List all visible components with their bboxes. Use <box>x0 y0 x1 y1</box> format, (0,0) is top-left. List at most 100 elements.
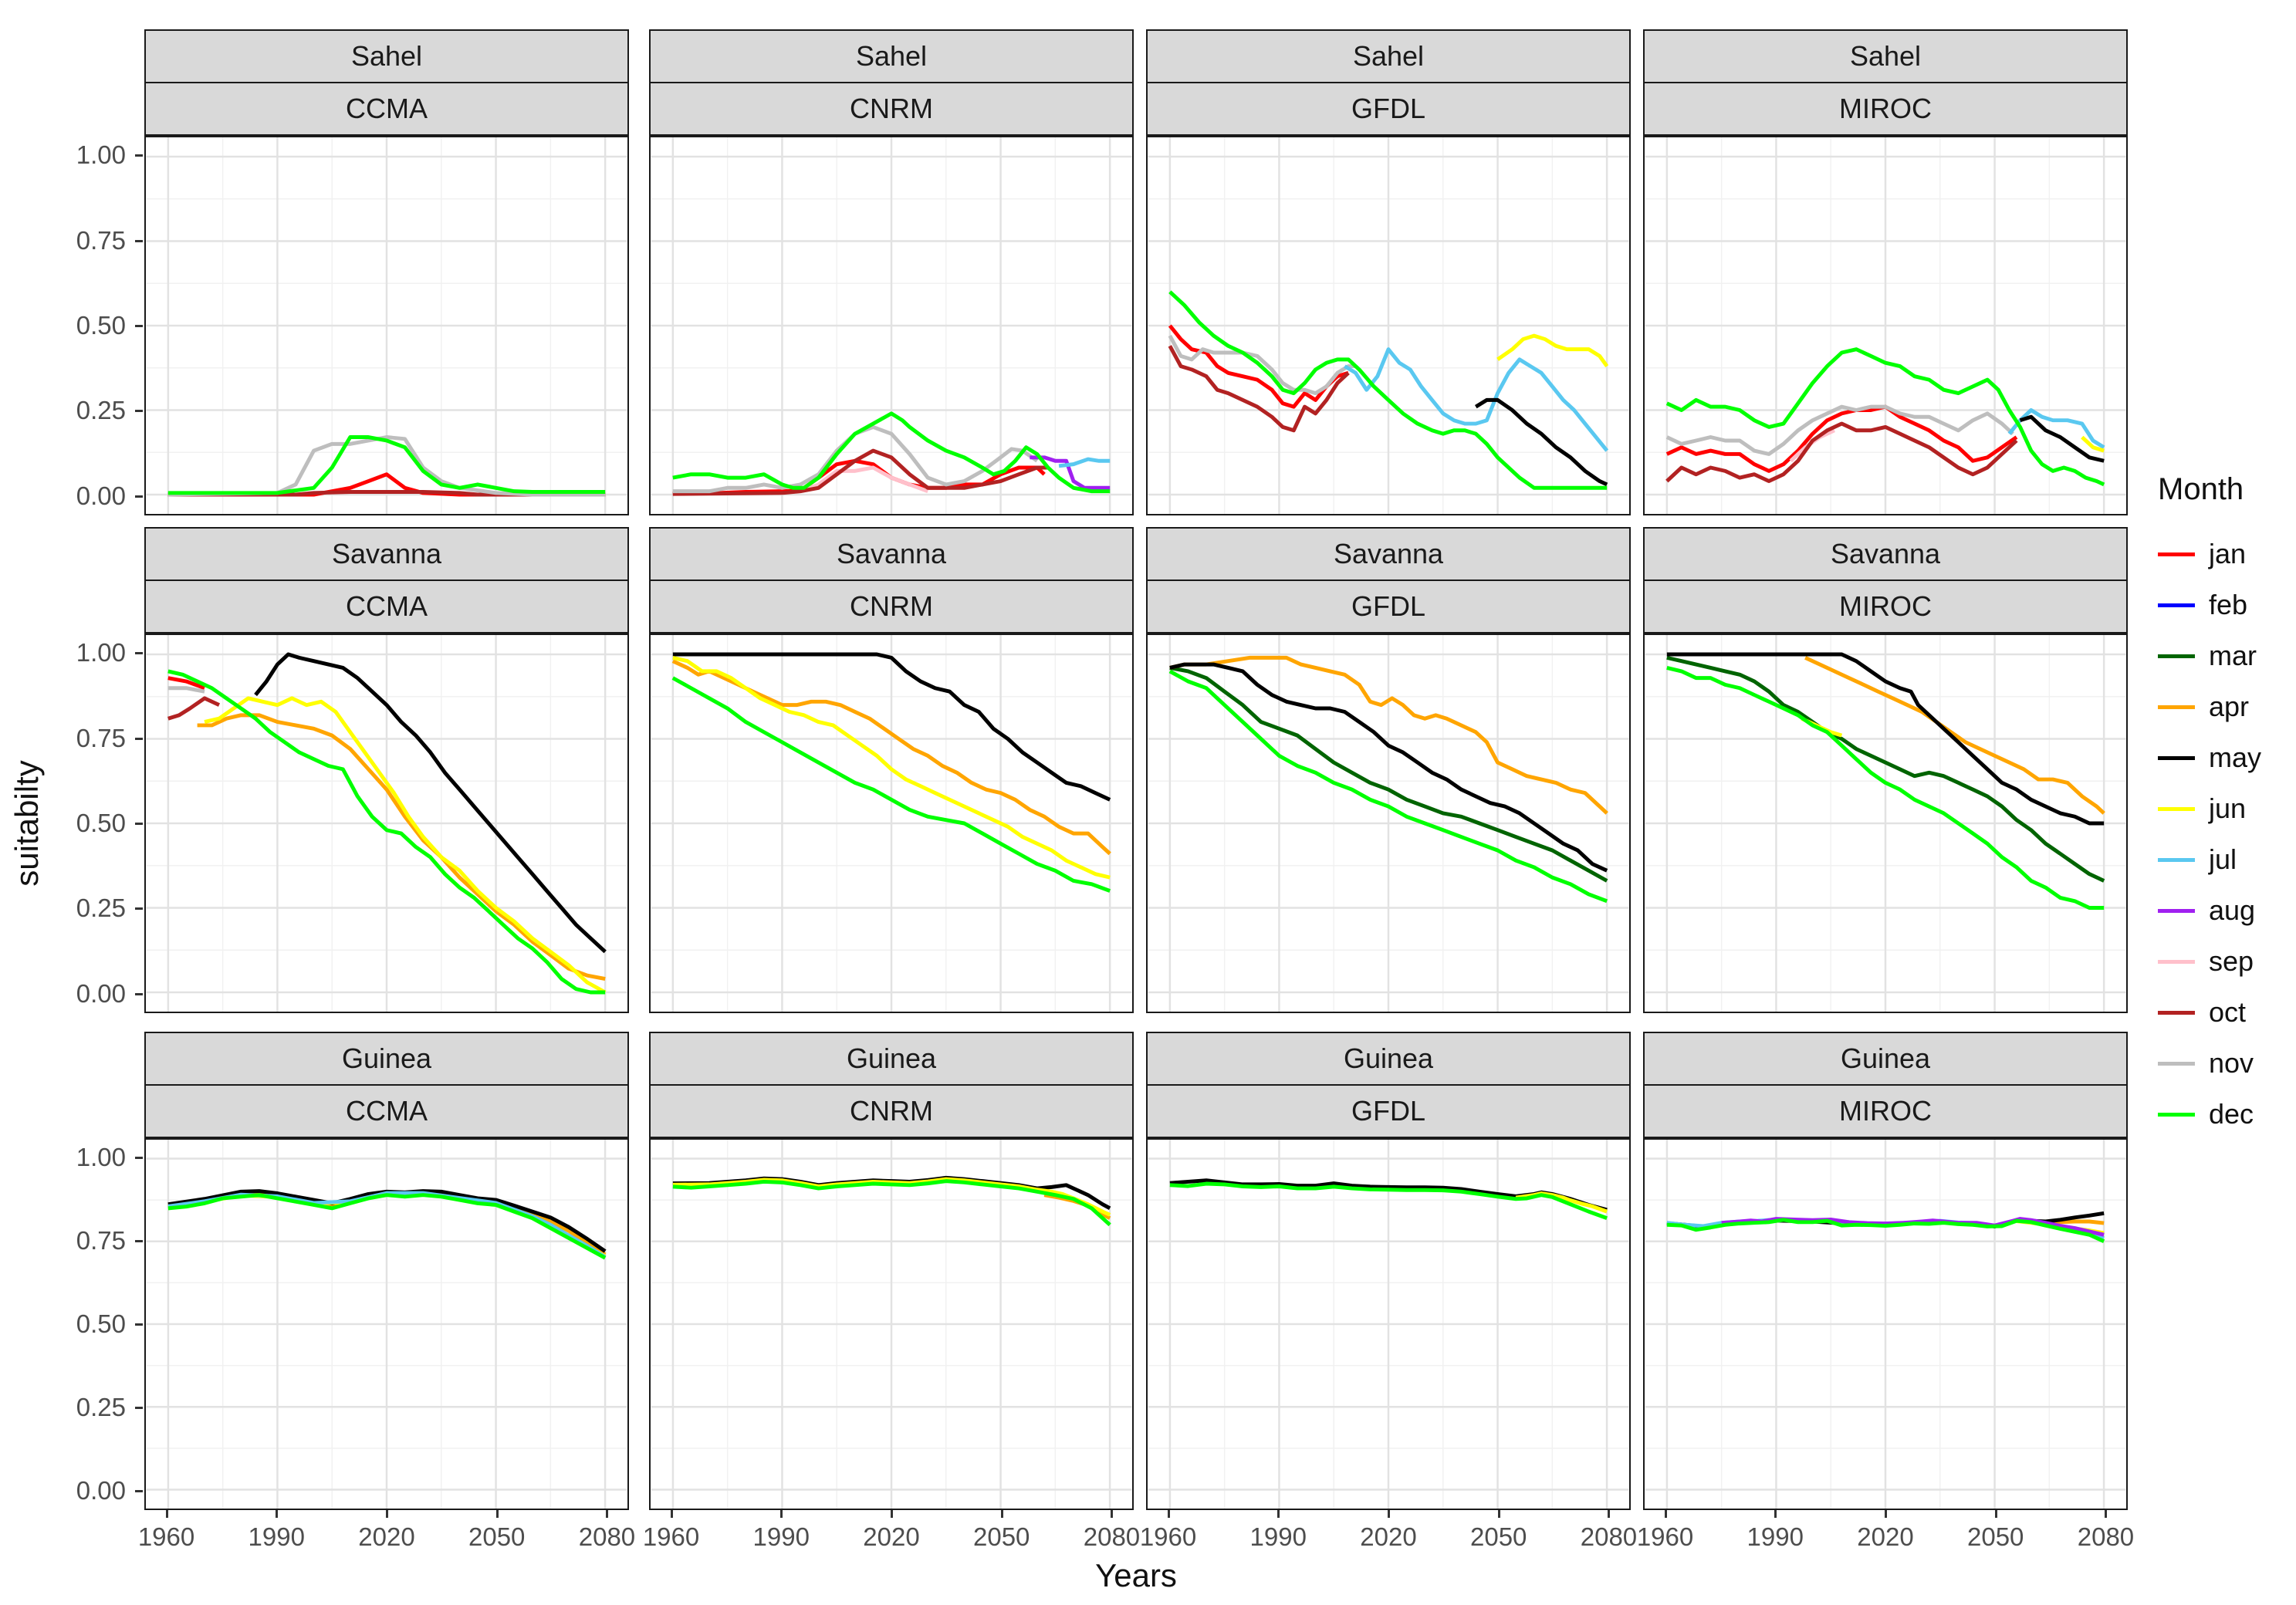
aug-color-swatch <box>2158 908 2195 913</box>
y-tick-mark <box>135 992 143 995</box>
jul-color-swatch <box>2158 857 2195 862</box>
y-tick-label: 1.00 <box>76 638 126 667</box>
series-line-dec <box>1666 666 2105 910</box>
facet-strip-model: CCMA <box>144 82 629 136</box>
legend-title: Month <box>2158 472 2244 506</box>
facet-strip-region: Savanna <box>649 527 1134 581</box>
facet-strip-model: CNRM <box>649 82 1134 136</box>
dec-color-swatch <box>2158 1112 2195 1117</box>
x-tick-mark <box>780 1510 783 1518</box>
x-tick-label: 1990 <box>248 1522 305 1551</box>
series-line-nov <box>167 686 205 694</box>
legend-label-jan: jan <box>2209 538 2247 569</box>
legend-label-nov: nov <box>2209 1047 2254 1079</box>
x-tick-mark <box>1111 1510 1114 1518</box>
series-line-dec <box>671 676 1111 893</box>
feb-color-swatch <box>2158 603 2195 607</box>
x-tick-mark <box>891 1510 893 1518</box>
y-tick-mark <box>135 1323 143 1326</box>
legend-label-may: may <box>2209 742 2262 773</box>
facet-strip-model: CCMA <box>144 1084 629 1138</box>
jun-color-swatch <box>2158 806 2195 811</box>
series-line-nov <box>672 424 1039 494</box>
series-line-dec <box>672 1179 1111 1227</box>
facet-panel-guinea-miroc <box>1643 1138 2128 1510</box>
facet-strip-region: Sahel <box>1643 29 2128 83</box>
series-line-apr <box>197 713 606 981</box>
legend-item-nov: nov <box>2158 1038 2293 1089</box>
x-tick-label: 1990 <box>752 1522 810 1551</box>
series-line-dec <box>1168 669 1608 904</box>
y-tick-mark <box>135 737 143 740</box>
facet-strip-model: CCMA <box>144 579 629 634</box>
x-tick-label: 1990 <box>1249 1522 1307 1551</box>
y-tick-mark <box>135 239 143 242</box>
series-line-jan <box>1665 404 2018 473</box>
series-line-oct <box>167 490 606 497</box>
x-tick-label: 2080 <box>578 1522 636 1551</box>
series-line-jun <box>204 696 607 995</box>
series-line-may <box>1474 397 1608 487</box>
facet-strip-region: Savanna <box>144 527 629 581</box>
x-tick-mark <box>1000 1510 1003 1518</box>
series-line-dec <box>167 669 606 995</box>
x-tick-mark <box>1774 1510 1777 1518</box>
x-tick-mark <box>1277 1510 1280 1518</box>
y-tick-mark <box>135 410 143 413</box>
y-tick-mark <box>135 1407 143 1410</box>
may-color-swatch <box>2158 755 2195 760</box>
y-tick-label: 0.50 <box>76 1309 126 1338</box>
series-line-jun <box>1496 333 1609 368</box>
legend-item-mar: mar <box>2158 630 2293 681</box>
legend-label-feb: feb <box>2209 589 2248 620</box>
y-tick-label: 0.50 <box>76 809 126 837</box>
series-line-may <box>672 652 1111 802</box>
y-tick-mark <box>135 823 143 825</box>
legend-label-mar: mar <box>2209 640 2257 671</box>
x-tick-mark <box>606 1510 609 1518</box>
series-line-may <box>1666 652 2105 826</box>
y-tick-label: 0.75 <box>76 723 126 752</box>
y-tick-mark <box>135 652 143 655</box>
facet-strip-region: Guinea <box>649 1032 1134 1086</box>
series-line-dec <box>1666 1218 2105 1243</box>
facet-panel-guinea-ccma <box>144 1138 629 1510</box>
x-tick-mark <box>1497 1510 1500 1518</box>
x-tick-label: 2080 <box>1083 1522 1141 1551</box>
series-line-may <box>254 652 607 954</box>
x-tick-mark <box>2105 1510 2108 1518</box>
oct-color-swatch <box>2158 1010 2195 1015</box>
y-tick-mark <box>135 1156 143 1159</box>
y-tick-mark <box>135 1239 143 1242</box>
legend-item-feb: feb <box>2158 579 2293 630</box>
x-tick-label: 2080 <box>1580 1522 1638 1551</box>
series-line-oct <box>1665 421 2018 484</box>
y-tick-label: 0.00 <box>76 978 126 1008</box>
y-tick-label: 1.00 <box>76 140 126 170</box>
x-tick-label: 1960 <box>1636 1522 1694 1551</box>
mar-color-swatch <box>2158 654 2195 658</box>
legend-label-jul: jul <box>2209 843 2237 875</box>
series-line-jan <box>167 676 205 691</box>
series-line-may <box>1169 662 1608 873</box>
facet-strip-model: MIROC <box>1643 579 2128 634</box>
x-tick-label: 2020 <box>1857 1522 1914 1551</box>
x-tick-mark <box>1388 1510 1390 1518</box>
x-tick-label: 1990 <box>1747 1522 1804 1551</box>
x-tick-mark <box>386 1510 388 1518</box>
series-line-dec <box>1168 290 1608 490</box>
x-tick-label: 2050 <box>973 1522 1030 1551</box>
series-line-oct <box>672 448 1048 496</box>
apr-color-swatch <box>2158 705 2195 709</box>
x-tick-label: 2050 <box>1967 1522 2024 1551</box>
series-line-mar <box>1169 666 1608 883</box>
y-tick-label: 0.25 <box>76 1393 126 1422</box>
series-line-dec <box>167 435 606 495</box>
facet-strip-model: GFDL <box>1146 579 1631 634</box>
x-tick-mark <box>670 1510 673 1518</box>
series-line-jul <box>2007 408 2105 449</box>
legend-item-oct: oct <box>2158 987 2293 1038</box>
facet-panel-sahel-miroc <box>1643 136 2128 515</box>
x-tick-mark <box>165 1510 168 1518</box>
